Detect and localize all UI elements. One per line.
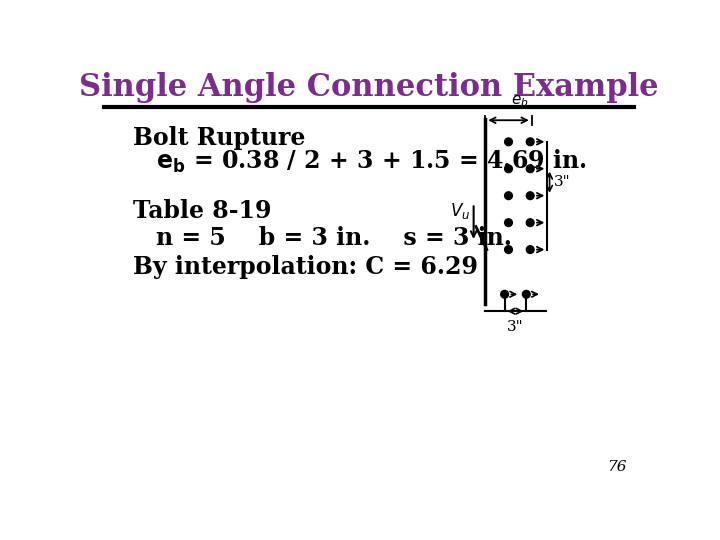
- Circle shape: [526, 165, 534, 173]
- Text: Bolt Rupture: Bolt Rupture: [132, 126, 305, 150]
- Circle shape: [526, 138, 534, 146]
- Circle shape: [505, 192, 513, 200]
- Circle shape: [526, 219, 534, 226]
- Circle shape: [505, 138, 513, 146]
- Circle shape: [526, 192, 534, 200]
- Text: By interpolation: C = 6.29: By interpolation: C = 6.29: [132, 254, 477, 279]
- Text: 3": 3": [554, 175, 570, 189]
- Circle shape: [523, 291, 530, 298]
- Text: Table 8-19: Table 8-19: [132, 199, 271, 223]
- Text: n = 5    b = 3 in.    s = 3 in.: n = 5 b = 3 in. s = 3 in.: [156, 226, 512, 250]
- Text: 3": 3": [507, 320, 523, 334]
- Circle shape: [505, 165, 513, 173]
- Circle shape: [505, 246, 513, 253]
- Text: Single Angle Connection Example: Single Angle Connection Example: [79, 72, 659, 103]
- Circle shape: [526, 246, 534, 253]
- Text: 76: 76: [607, 460, 626, 474]
- Text: $e_b$: $e_b$: [511, 93, 529, 109]
- Text: $V_u$: $V_u$: [449, 201, 469, 221]
- Circle shape: [505, 219, 513, 226]
- Circle shape: [500, 291, 508, 298]
- Text: $\mathbf{e_b}$ = 0.38 / 2 + 3 + 1.5 = 4.69 in.: $\mathbf{e_b}$ = 0.38 / 2 + 3 + 1.5 = 4.…: [156, 147, 586, 174]
